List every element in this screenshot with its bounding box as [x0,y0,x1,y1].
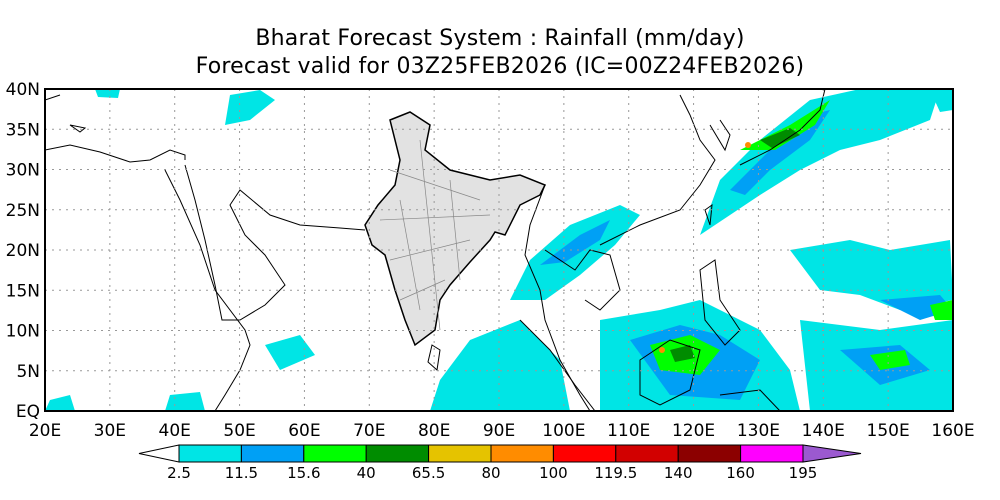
rain-light [45,89,953,411]
lon-tick-label: 90E [483,421,515,441]
rain-very-heavy [670,128,800,362]
colorbar-label: 160 [726,464,755,482]
colorbar-label: 11.5 [225,464,258,482]
lat-tick-label: 5N [16,362,40,382]
colorbar-swatch [178,444,242,463]
colorbar-label: 195 [789,464,818,482]
lon-tick-label: 50E [223,421,255,441]
colorbar-label: 140 [664,464,693,482]
map-subtitle: Forecast valid for 03Z25FEB2026 (IC=00Z2… [195,54,805,79]
colorbar-label: 2.5 [167,464,191,482]
lon-axis: 20E 30E 40E 50E 60E 70E 80E 90E 100E 110E 120E 130E… [29,421,975,441]
colorbar-label: 119.5 [594,464,637,482]
lat-tick-label: 15N [6,281,40,301]
colorbar-over-triangle [802,444,862,463]
colorbar-swatch [615,444,679,463]
lon-tick-label: 60E [288,421,320,441]
colorbar-label: 100 [539,464,568,482]
colorbar-swatch [365,444,430,463]
colorbar: 2.5 11.5 15.6 40 65.5 80 100 119.5 140 160 195 [138,444,862,482]
lon-tick-label: 100E [542,421,585,441]
lon-tick-label: 120E [672,421,715,441]
colorbar-swatch [428,444,492,463]
colorbar-label: 40 [357,464,376,482]
lat-tick-label: 25N [6,201,40,221]
lon-tick-label: 150E [867,421,910,441]
colorbar-swatch [240,444,305,463]
rain-peak [659,347,665,353]
lat-tick-label: EQ [16,402,40,422]
lon-tick-label: 40E [159,421,191,441]
colorbar-swatch [490,444,554,463]
lat-tick-label: 35N [6,120,40,140]
map-title: Bharat Forecast System : Rainfall (mm/da… [255,26,745,51]
lon-tick-label: 140E [802,421,845,441]
rain-peak [745,142,751,148]
colorbar-label: 15.6 [287,464,320,482]
colorbar-swatch [677,444,742,463]
lat-tick-label: 10N [6,322,40,342]
colorbar-swatch [303,444,367,463]
lat-tick-label: 20N [6,241,40,261]
lat-tick-label: 30N [6,161,40,181]
lon-tick-label: 30E [94,421,126,441]
lon-tick-label: 110E [607,421,650,441]
colorbar-label: 80 [481,464,500,482]
lon-tick-label: 130E [737,421,780,441]
map-frame [44,88,954,412]
lon-tick-label: 20E [29,421,61,441]
colorbar-swatch [740,444,804,463]
lon-tick-label: 70E [353,421,385,441]
lon-tick-label: 160E [931,421,974,441]
lon-tick-label: 80E [418,421,450,441]
lat-axis: 40N 35N 30N 25N 20N 15N 10N 5N EQ [6,80,40,422]
colorbar-label: 65.5 [412,464,445,482]
colorbar-under-triangle [138,444,180,463]
colorbar-swatch [552,444,617,463]
coastlines [45,89,826,411]
gridlines [45,89,953,411]
rainfall-field [45,89,953,411]
lat-tick-label: 40N [6,80,40,100]
